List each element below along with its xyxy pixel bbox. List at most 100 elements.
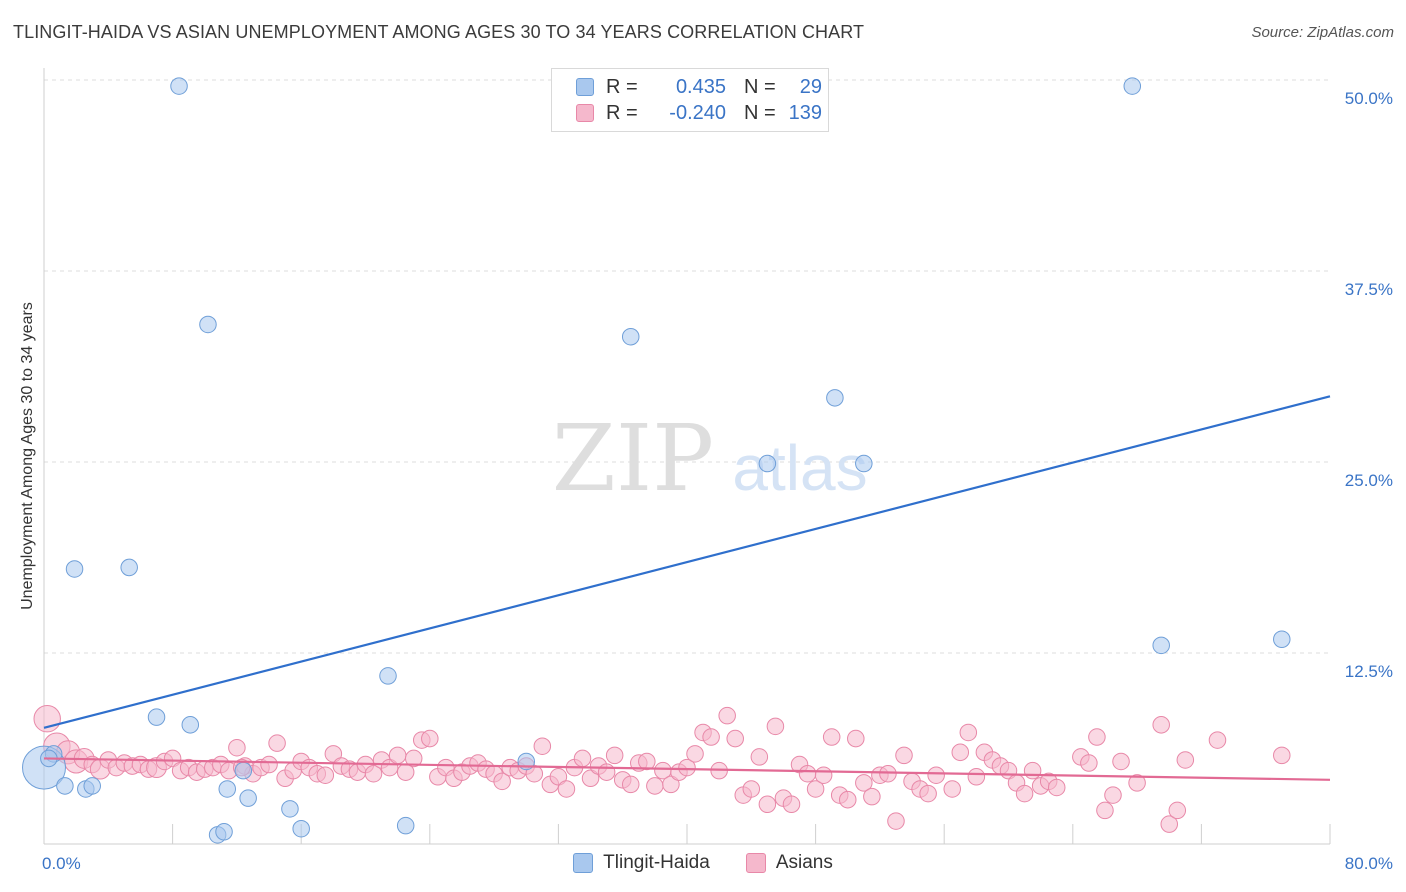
legend-r-value: -0.240 [669, 101, 726, 124]
tlingit-haida-point [234, 761, 253, 780]
asian-point [493, 772, 511, 791]
asian-point [324, 745, 343, 763]
tlingit-haida-point [170, 77, 188, 95]
asian-point [1112, 752, 1130, 771]
asian-point [1168, 801, 1187, 820]
legend-r-label: R = [606, 101, 638, 124]
asian-point [726, 729, 744, 748]
tlingit-haida-point [218, 780, 237, 798]
asian-point [638, 752, 656, 771]
asian-point [959, 723, 978, 742]
asian-point [782, 795, 801, 814]
asian-point [364, 764, 383, 783]
asian-point [887, 812, 905, 830]
tlingit-haida-point [758, 454, 777, 473]
asian-point [742, 780, 761, 798]
x-tick-label: 80.0% [1345, 854, 1393, 873]
y-tick-label: 12.5% [1345, 662, 1393, 681]
legend-swatch-asian [576, 104, 594, 122]
asian-point [702, 728, 720, 746]
asian-point [1023, 761, 1042, 780]
asian-point [597, 763, 616, 781]
tlingit-haida-point [181, 716, 200, 734]
legend-row-tlingit: R = 0.435 N = 29 [576, 75, 822, 99]
asian-point [1047, 778, 1066, 797]
asian-point [581, 769, 600, 788]
asian-point [404, 749, 423, 768]
chart-title: TLINGIT-HAIDA VS ASIAN UNEMPLOYMENT AMON… [13, 22, 865, 42]
legend-swatch-tlingit [573, 853, 594, 873]
y-tick-label: 37.5% [1345, 280, 1393, 299]
asian-point [163, 749, 182, 768]
asian-point [421, 729, 439, 748]
asian-point [951, 743, 970, 762]
asian-point [847, 729, 865, 748]
legend-r-value: 0.435 [675, 75, 726, 98]
tlingit-haida-point [65, 560, 84, 578]
legend-item-asian: Asians [745, 852, 833, 874]
asian-point [316, 766, 335, 785]
asian-point [863, 787, 881, 806]
y-tick-label: 25.0% [1345, 471, 1393, 490]
trend-lines [43, 395, 1331, 781]
asian-point [943, 780, 961, 798]
asian-point [927, 766, 945, 785]
tlingit-haida-point [1123, 77, 1142, 95]
asian-point [260, 755, 278, 774]
asian-point [718, 706, 736, 725]
tlingit-haida-point [1152, 636, 1170, 655]
asian-point [573, 749, 592, 768]
legend-label-asian: Asians [775, 852, 833, 873]
asian-point [621, 775, 640, 794]
tlingit-haida-point [1273, 630, 1291, 649]
asian-point [1015, 784, 1034, 803]
legend-r-label: R = [606, 75, 638, 98]
asian-point [1176, 751, 1195, 769]
legend-n-label: N = [744, 75, 776, 98]
asian-point [662, 775, 680, 794]
tlingit-haida-point [396, 816, 415, 835]
source-label: Source: ZipAtlas.com [1251, 24, 1394, 41]
tlingit-haida-point [826, 389, 844, 407]
tlingit-haida-point [855, 454, 873, 473]
legend-n-label: N = [744, 101, 776, 124]
watermark-atlas: atlas [732, 432, 867, 504]
legend-row-asian: R = -0.240 N = 139 [576, 101, 822, 125]
y-tick-label: 50.0% [1345, 89, 1393, 108]
asian-point [766, 717, 785, 736]
asian-point [533, 737, 552, 755]
asian-point [967, 768, 986, 786]
correlation-legend: R = 0.435 N = 29 R = -0.240 N = 139 [551, 68, 829, 132]
asian-point [750, 748, 769, 766]
asian-point [758, 795, 777, 814]
asian-point [388, 746, 407, 765]
asian-point [228, 738, 246, 757]
legend-n-value: 139 [788, 101, 822, 124]
asian-point [678, 758, 696, 777]
x-tick-label: 0.0% [42, 854, 81, 873]
asian-point [1208, 731, 1227, 749]
asian-point [686, 745, 704, 763]
asian-point [838, 790, 857, 809]
tlingit-haida-point [379, 667, 397, 685]
asian-point [855, 774, 873, 792]
asian-point [525, 764, 544, 783]
tlingit-haida-point [292, 819, 310, 838]
legend-swatch-tlingit [576, 78, 594, 96]
tick-labels: 12.5% 25.0% 37.5% 50.0% 0.0% 80.0% [42, 89, 1393, 873]
asian-point [822, 728, 841, 746]
gridlines [44, 79, 1330, 654]
tlingit-haida-point [56, 777, 74, 795]
legend-swatch-asian [745, 853, 766, 873]
asian-point [1160, 815, 1179, 833]
asian-point [814, 766, 833, 785]
asian-point [1088, 728, 1106, 746]
asian-point [879, 764, 897, 783]
asian-point [1273, 746, 1291, 765]
tlingit-haida-point [239, 789, 257, 807]
asian-point [268, 734, 286, 752]
tlingit-haida-trend-line [43, 395, 1331, 729]
legend-item-tlingit: Tlingit-Haida [573, 852, 710, 874]
legend-label-tlingit: Tlingit-Haida [603, 852, 710, 873]
